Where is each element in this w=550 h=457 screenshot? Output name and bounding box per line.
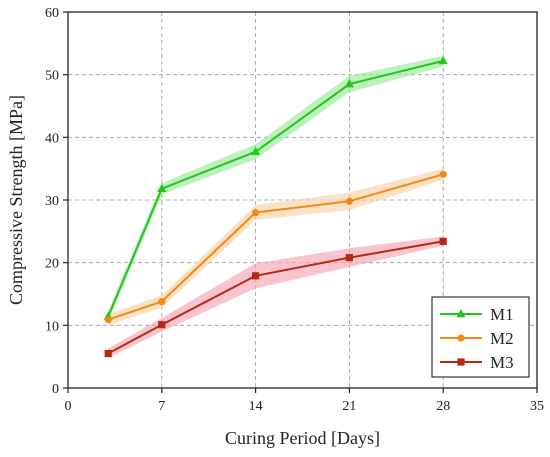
x-axis-ticks: 0 7 14 21 28 35 (65, 388, 544, 414)
legend-marker-m2 (457, 334, 465, 342)
marker-m2 (104, 316, 112, 324)
y-tick-label: 60 (45, 6, 59, 21)
band-m3 (108, 236, 444, 358)
y-tick-label: 30 (45, 194, 59, 209)
marker-m2 (252, 208, 260, 217)
marker-m2 (345, 197, 353, 205)
x-tick-label: 7 (158, 399, 165, 414)
legend-label-m1: M1 (490, 305, 514, 324)
marker-m2 (439, 170, 447, 178)
marker-m1 (438, 55, 448, 65)
marker-m3 (345, 254, 353, 262)
legend: M1 M2 M3 (431, 296, 530, 378)
y-tick-label: 40 (45, 131, 59, 146)
y-tick-label: 50 (45, 69, 59, 84)
x-tick-label: 21 (342, 399, 356, 414)
band-m1 (108, 55, 444, 322)
legend-marker-m3 (457, 358, 465, 366)
legend-marker-m1 (456, 308, 466, 318)
x-tick-label: 28 (436, 399, 450, 414)
marker-m2 (158, 297, 166, 306)
y-axis-ticks: 0 10 20 30 40 50 60 (45, 6, 68, 397)
marker-m3 (158, 321, 166, 329)
y-tick-label: 20 (45, 257, 59, 272)
x-axis-title: Curing Period [Days] (225, 428, 380, 448)
legend-label-m3: M3 (490, 353, 514, 372)
x-tick-label: 14 (249, 399, 263, 414)
x-tick-label: 0 (65, 399, 72, 414)
marker-m3 (252, 272, 260, 280)
marker-m3 (104, 349, 112, 358)
marker-m1 (251, 146, 261, 156)
y-tick-label: 10 (45, 319, 59, 334)
legend-label-m2: M2 (490, 329, 514, 348)
y-tick-label: 0 (52, 382, 59, 397)
marker-m1 (157, 183, 167, 193)
marker-m1 (344, 79, 354, 88)
y-axis-title: Compressive Strength [MPa] (6, 95, 26, 305)
series-markers (103, 55, 448, 358)
marker-m3 (439, 237, 447, 245)
x-tick-label: 35 (530, 399, 544, 414)
